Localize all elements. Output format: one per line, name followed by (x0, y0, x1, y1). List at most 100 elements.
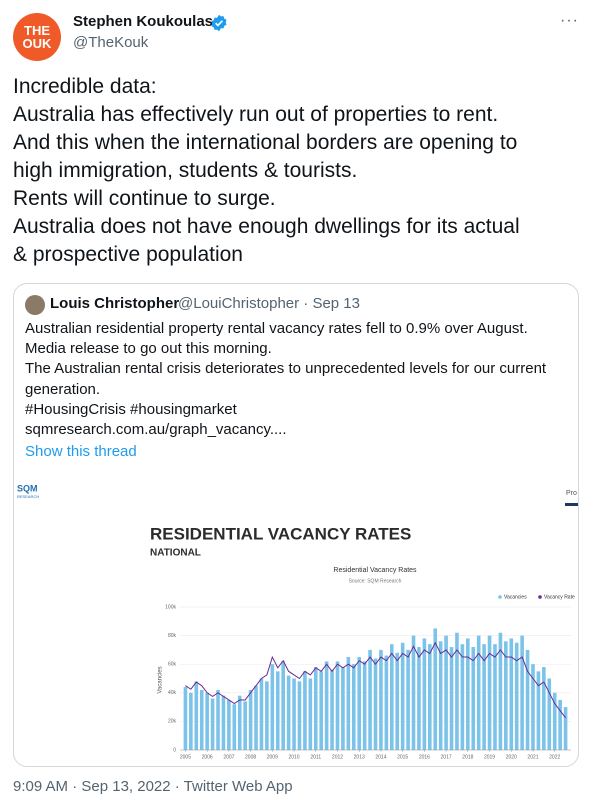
y-tick-label: 60k (168, 662, 177, 668)
more-button[interactable]: ··· (560, 12, 579, 29)
bar (428, 644, 432, 750)
decoration (565, 503, 578, 506)
bar (324, 661, 329, 750)
legend-swatch (538, 595, 542, 599)
x-tick-label: 2021 (527, 754, 538, 760)
x-tick-label: 2012 (332, 754, 343, 760)
bar (221, 695, 226, 750)
bar (389, 644, 394, 750)
bar (455, 632, 459, 750)
bar (259, 678, 264, 750)
bar (411, 635, 416, 750)
bar (558, 699, 562, 750)
bar (384, 655, 389, 750)
bar (536, 671, 541, 750)
bar (346, 657, 351, 750)
bar (232, 704, 237, 750)
chart-title: Residential Vacancy Rates (333, 567, 417, 574)
quoted-name: Louis Christopher (50, 295, 180, 312)
bar (498, 632, 503, 750)
x-tick-label: 2014 (375, 754, 386, 760)
y-tick-label: 40k (168, 690, 177, 696)
quoted-line: generation. (25, 380, 101, 398)
bar (395, 652, 400, 750)
bar (444, 635, 448, 750)
show-thread-link[interactable]: Show this thread (25, 443, 137, 460)
bar (400, 642, 405, 750)
logo: SQM (17, 483, 38, 493)
x-tick-label: 2006 (202, 754, 213, 760)
bar (460, 644, 465, 750)
avatar-text: THE (24, 23, 50, 38)
logo-sub: RESEARCH (17, 494, 39, 499)
bar (417, 647, 421, 750)
bar (292, 678, 296, 750)
bar (351, 664, 356, 750)
bar (487, 635, 492, 750)
x-tick-label: 2009 (267, 754, 278, 760)
rate-line (185, 641, 566, 719)
bar (308, 678, 313, 750)
bar (373, 658, 378, 750)
verified-badge (211, 14, 227, 32)
bar (210, 698, 215, 750)
x-tick-label: 2022 (549, 754, 560, 760)
quoted-line: Media release to go out this morning. (25, 340, 272, 358)
bar (422, 638, 427, 750)
bar (335, 661, 340, 750)
bar (270, 664, 275, 750)
x-tick-label: 2015 (397, 754, 408, 760)
bar (531, 664, 535, 750)
bar (514, 642, 519, 750)
x-tick-label: 2011 (310, 754, 321, 760)
x-tick-label: 2007 (223, 754, 234, 760)
author-name[interactable]: Stephen Koukoulas (73, 13, 214, 30)
bar (520, 635, 524, 750)
x-tick-label: 2016 (419, 754, 430, 760)
bar (476, 635, 481, 750)
bar (319, 671, 323, 750)
bar (275, 671, 280, 750)
legend-swatch (498, 595, 502, 599)
bar (205, 692, 209, 750)
y-tick-label: 100k (165, 604, 176, 610)
quoted-line: Australian residential property rental v… (25, 320, 528, 337)
bar (368, 649, 372, 750)
x-tick-label: 2010 (288, 754, 299, 760)
bar (313, 667, 318, 750)
avatar[interactable]: THE OUK (13, 13, 61, 61)
tweet-line: high immigration, students & tourists. (13, 159, 358, 182)
author-handle[interactable]: @TheKouk (73, 34, 149, 51)
bar (379, 649, 383, 750)
bar (504, 641, 508, 750)
y-axis-label: Vacancies (158, 666, 164, 693)
tweet-line: Rents will continue to surge. (13, 187, 276, 210)
bar (297, 681, 302, 750)
y-tick-label: 80k (168, 633, 177, 639)
bar (525, 649, 530, 750)
bar (341, 667, 345, 750)
bar (438, 641, 443, 750)
quoted-tweet[interactable] (13, 283, 579, 767)
corner-text: Pro (566, 490, 577, 497)
bar (471, 647, 476, 750)
image-heading: RESIDENTIAL VACANCY RATES (150, 524, 411, 543)
x-tick-label: 2018 (462, 754, 473, 760)
bar (449, 647, 454, 750)
tweet-line: Australia does not have enough dwellings… (13, 215, 520, 238)
bar (493, 644, 497, 750)
bar (227, 699, 231, 750)
timestamp[interactable]: 9:09 AM · Sep 13, 2022 · Twitter Web App (13, 778, 293, 795)
bar (509, 638, 514, 750)
tweet-line: & prospective population (13, 243, 243, 266)
bar (466, 638, 470, 750)
x-tick-label: 2019 (484, 754, 495, 760)
bar (194, 681, 199, 750)
bar (243, 701, 247, 750)
bar (237, 695, 242, 750)
bar (265, 681, 269, 750)
x-tick-label: 2005 (180, 754, 191, 760)
x-tick-label: 2020 (506, 754, 517, 760)
